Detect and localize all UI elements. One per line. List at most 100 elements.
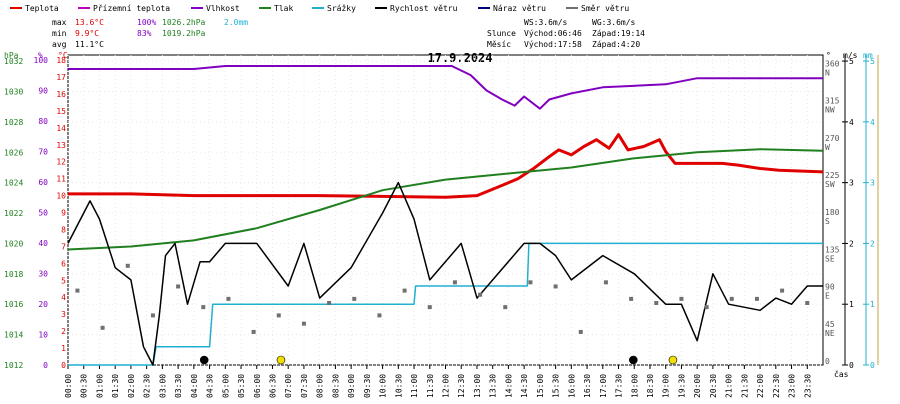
temperature-tick: 3 [61, 310, 66, 319]
wind-tick: 2 [849, 239, 854, 248]
x-tick-label: 13:00 [473, 374, 482, 398]
temperature-tick: 18 [56, 56, 66, 65]
direction-label: N [825, 68, 830, 77]
legend-item: Vlhkost [191, 4, 240, 13]
moonrise-value: Východ:17:58 [524, 40, 582, 49]
humidity-tick: 60 [38, 178, 48, 187]
direction-point [75, 288, 80, 293]
x-tick-label: 17:00 [599, 374, 608, 398]
direction-unit: ° [826, 51, 831, 60]
x-tick-label: 20:30 [709, 374, 718, 398]
direction-point [553, 284, 558, 289]
min-press: 1019.2hPa [162, 29, 206, 38]
direction-point [125, 263, 130, 268]
humidity-tick: 10 [38, 330, 48, 339]
series-line-2 [67, 148, 824, 251]
temperature-tick: 0 [61, 361, 66, 370]
wind-tick: 5 [849, 57, 854, 66]
direction-point [251, 329, 256, 334]
pressure-tick: 1032 [4, 57, 23, 66]
direction-point [478, 292, 483, 297]
x-tick-label: 05:30 [237, 374, 246, 398]
wind-tick: 3 [849, 179, 854, 188]
x-tick-label: 11:30 [426, 374, 435, 398]
humidity-tick: 0 [43, 361, 48, 370]
series-line-1 [68, 65, 823, 110]
temperature-tick: 2 [61, 327, 66, 336]
x-tick-label: 02:30 [143, 374, 152, 398]
x-tick-label: 23:00 [788, 374, 797, 398]
x-tick-label: 03:30 [174, 374, 183, 398]
pressure-tick: 1014 [4, 331, 23, 340]
humidity-tick: 90 [38, 86, 48, 95]
direction-point [780, 288, 785, 293]
rain-unit: mm [863, 51, 873, 60]
x-tick-label: 10:00 [379, 374, 388, 398]
x-tick-label: 03:00 [158, 374, 167, 398]
x-tick-label: 12:00 [442, 374, 451, 398]
pressure-tick: 1030 [4, 87, 23, 96]
temperature-tick: 12 [56, 158, 66, 167]
x-tick-label: 04:30 [206, 374, 215, 398]
series-line-4 [67, 181, 823, 366]
max-hum: 100% [137, 18, 156, 27]
direction-point [100, 325, 105, 330]
x-tick-label: 18:30 [646, 374, 655, 398]
moonset-value: Západ:4:20 [592, 40, 640, 49]
rain-tick: 5 [870, 57, 875, 66]
legend-label: Rychlost větru [390, 4, 458, 13]
avg-label: avg [52, 40, 67, 49]
legend-label: Náraz větru [493, 4, 546, 13]
chart-title: 17.9.2024 [427, 51, 492, 65]
moonrise-marker [629, 355, 638, 365]
avg-temp: 11.1°C [75, 40, 104, 49]
rain-tick: 2 [870, 239, 875, 248]
sunset-marker [668, 355, 678, 365]
legend-label: Přízemní teplota [93, 4, 170, 13]
x-tick-label: 17:30 [615, 374, 624, 398]
direction-point [603, 280, 608, 285]
direction-tick: 360 [825, 59, 840, 68]
humidity-tick: 20 [38, 300, 48, 309]
direction-point [301, 321, 306, 326]
x-tick-label: 06:30 [268, 374, 277, 398]
direction-point [503, 305, 508, 310]
moonset-marker [199, 355, 209, 365]
direction-tick: 270 [825, 134, 840, 143]
direction-point [729, 296, 734, 301]
wind-tick: 4 [849, 118, 854, 127]
x-tick-label: 07:00 [284, 374, 293, 398]
astro-block: WS:3.6m/s WG:3.6m/s Slunce Východ:06:46 … [487, 18, 645, 49]
series-layer [67, 65, 824, 366]
x-tick-label: 07:30 [300, 374, 309, 398]
humidity-tick: 70 [38, 147, 48, 156]
legend-item: Teplota [10, 4, 59, 13]
direction-tick: 45 [825, 320, 835, 329]
pressure-unit: hPa [4, 51, 19, 60]
direction-label: SW [825, 180, 835, 189]
direction-label: E [825, 292, 830, 301]
pressure-tick: 1020 [4, 239, 23, 248]
max-rain: 2.0mm [224, 18, 248, 27]
wg-value: WG:3.6m/s [592, 18, 636, 27]
direction-point [654, 301, 659, 305]
x-tick-label: 16:30 [583, 374, 592, 398]
min-temp: 9.9°C [75, 29, 99, 38]
x-tick-label: 09:30 [363, 374, 372, 398]
x-tick-label: 12:30 [457, 374, 466, 398]
legend: Teplota Přízemní teplota Vlhkost Tlak Srážky… [10, 4, 629, 13]
direction-point [754, 296, 759, 301]
direction-label: NW [825, 106, 835, 115]
humidity-tick: 50 [38, 208, 48, 217]
direction-label: W [825, 143, 830, 152]
wind-tick: 1 [849, 300, 854, 309]
direction-label: S [825, 217, 830, 226]
legend-item: Přízemní teplota [78, 4, 170, 13]
direction-tick: 315 [825, 97, 840, 106]
temperature-tick: 10 [56, 192, 66, 201]
series-wind-direction [75, 263, 810, 334]
direction-point [452, 280, 457, 285]
direction-point [226, 296, 231, 301]
x-tick-label: 15:30 [552, 374, 561, 398]
